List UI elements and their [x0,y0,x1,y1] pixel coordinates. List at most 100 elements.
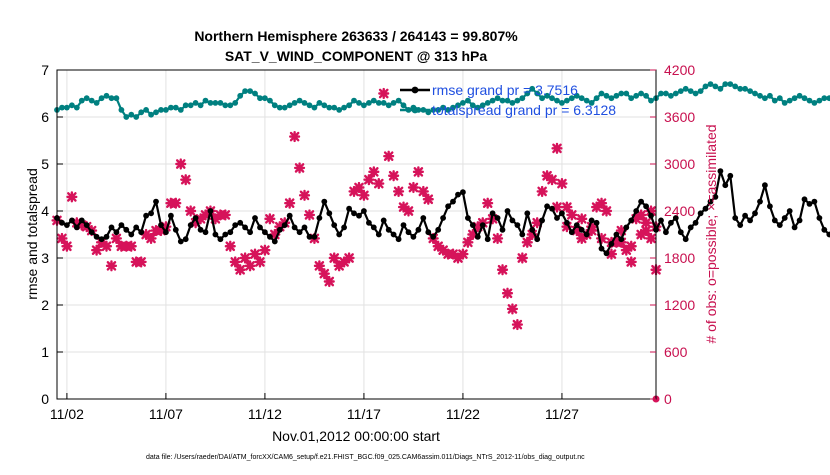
obs-point [615,236,627,248]
x-axis-label: Nov.01,2012 00:00:00 start [272,428,440,444]
rmse-point [801,196,808,203]
rmse-point [88,229,95,236]
rmse-point [767,203,773,210]
totalspread-point [153,109,159,116]
totalspread-point [64,104,70,111]
rmse-point [415,226,422,233]
rmse-point [296,229,303,236]
obs-point [185,205,197,217]
rmse-point [643,203,649,210]
rmse-point [435,226,442,233]
rmse-point [593,219,600,226]
rmse-point [366,219,372,226]
rmse-point [752,210,758,217]
obs-point [635,209,647,221]
rmse-point [385,226,392,233]
totalspread-point [366,100,372,106]
totalspread-point [469,102,476,109]
x-tick-label-3: 11/17 [347,406,381,422]
obs-point [561,201,573,213]
rmse-point [197,226,204,233]
totalspread-point [752,90,758,97]
rmse-point [133,224,140,231]
totalspread-point [212,100,219,106]
totalspread-point [534,90,541,97]
rmse-point [806,201,813,207]
rmse-point [524,210,531,217]
rmse-point [573,222,580,229]
rmse-point [519,231,526,238]
y-axis-label-right: # of obs: o=possible; ×=assimilated [703,124,719,343]
totalspread-point [529,85,536,92]
obs-point [338,256,350,268]
totalspread-point [489,97,496,104]
rmse-point [222,231,229,238]
totalspread-point [628,95,635,102]
totalspread-point [172,104,179,111]
y-left-tick-label-2: 2 [41,297,49,313]
obs-point [392,185,405,198]
totalspread-point [638,90,644,97]
totalspread-point [192,100,199,106]
rmse-point [697,210,704,217]
obs-series [51,87,662,403]
totalspread-point [138,109,145,116]
rmse-point [450,198,456,205]
totalspread-point [306,102,313,109]
rmse-point [534,236,541,243]
obs-point [373,177,385,190]
obs-point [531,217,543,229]
obs-point [269,228,281,241]
obs-point [546,174,558,186]
totalspread-point [648,97,654,104]
obs-point [472,221,484,233]
totalspread-point [776,95,783,102]
totalspread-point [712,83,719,90]
rmse-point [494,215,501,221]
rmse-point [514,222,521,229]
obs-point [303,209,316,221]
rmse-point [113,229,120,236]
totalspread-point [450,104,456,111]
rmse-point [291,224,298,231]
rmse-point [232,222,239,229]
totalspread-point [271,102,278,109]
totalspread-point [732,83,739,90]
totalspread-point [826,95,830,102]
totalspread-point [301,100,308,106]
totalspread-point [524,90,531,97]
totalspread-point [400,102,407,109]
rmse-point [682,236,689,243]
obs-point [566,209,578,221]
totalspread-point [113,95,120,102]
totalspread-point [69,102,75,109]
totalspread-point [474,104,481,111]
legend-rmse-marker [411,86,419,94]
rmse-point [727,172,734,179]
totalspread-point [262,95,268,102]
totalspread-point [702,83,709,90]
obs-point [561,221,573,233]
totalspread-point [232,100,239,106]
totalspread-point [821,95,828,102]
totalspread-point [771,97,778,104]
totalspread-point [697,88,704,94]
rmse-point [430,233,437,240]
rmse-point [583,231,590,238]
x-tick-label-1: 11/07 [149,406,183,422]
obs-point [328,252,340,264]
obs-point [229,256,241,268]
obs-point [556,177,568,190]
totalspread-point [217,100,224,106]
obs-point [358,189,370,201]
rmse-point [123,226,130,233]
totalspread-point [767,92,773,99]
totalspread-point [311,104,318,111]
rmse-point [628,217,635,224]
rmse-point [559,210,565,217]
rmse-point [351,210,357,217]
totalspread-point [361,102,367,109]
obs-point [640,224,652,237]
obs-point [447,248,459,260]
